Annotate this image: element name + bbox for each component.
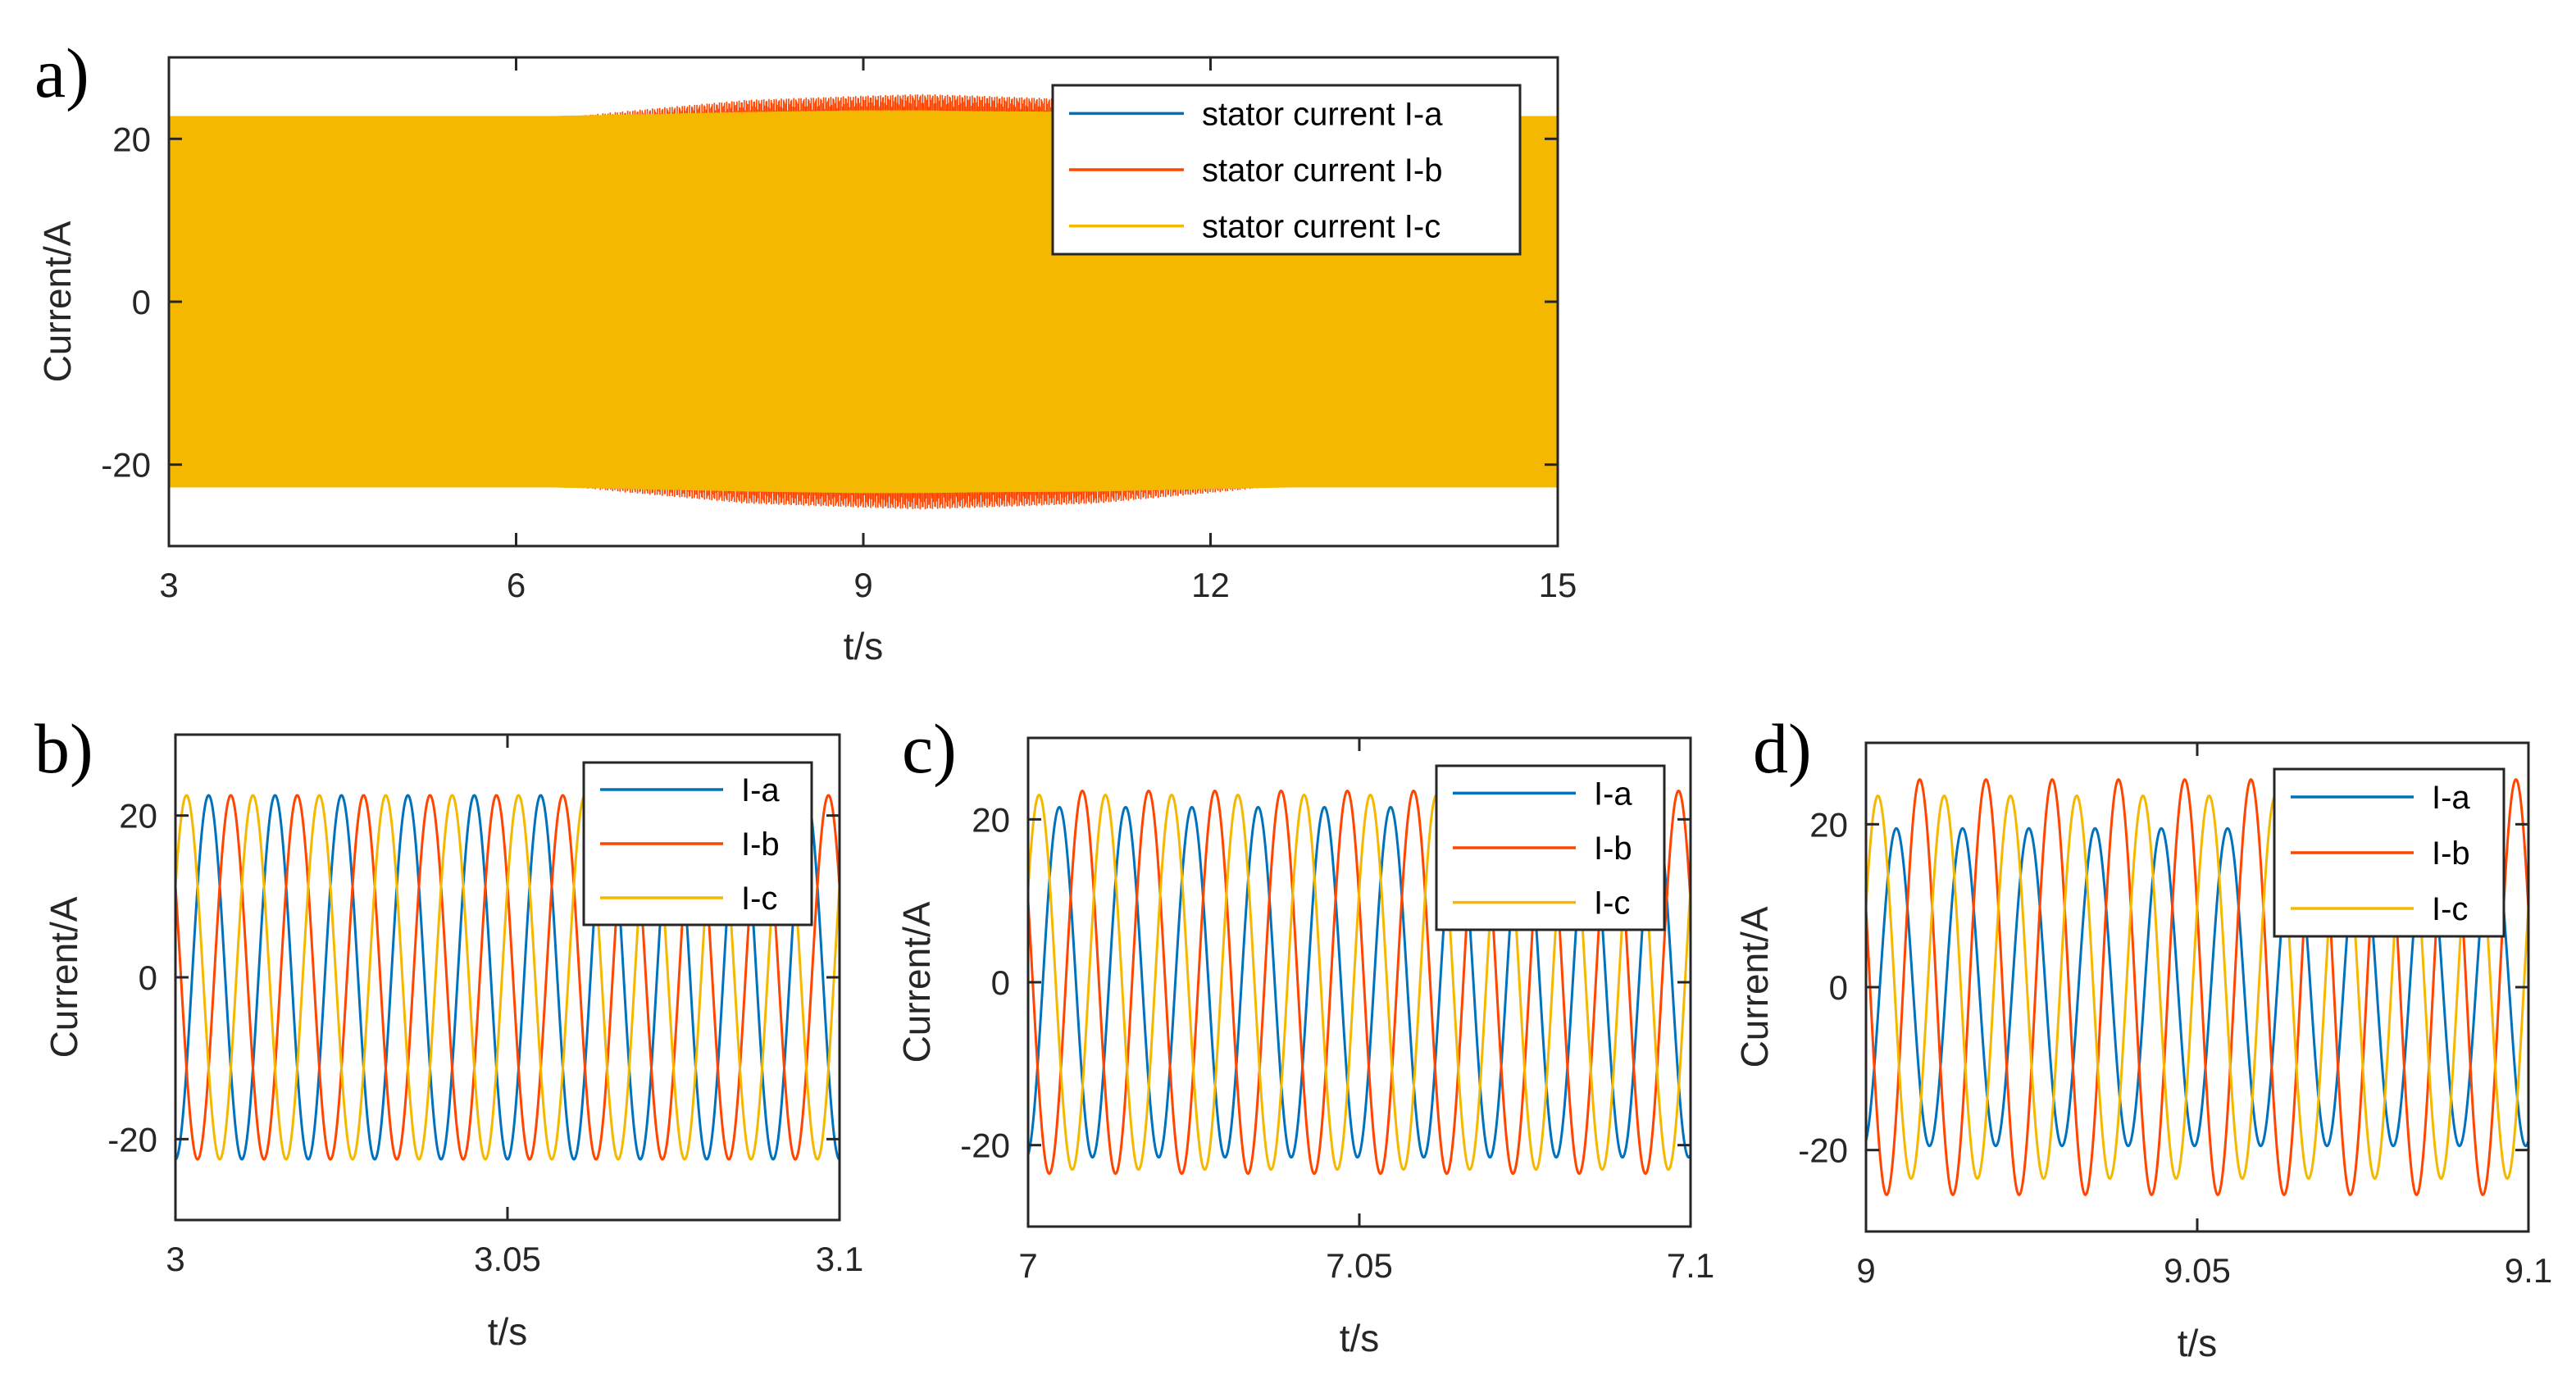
x-tick-label: 3.05 [474, 1240, 541, 1278]
panel-label-b: b) [34, 709, 93, 788]
legend: stator current I-a stator current I-b stat… [1051, 84, 1522, 256]
legend-entry: I-c [2432, 891, 2468, 927]
x-tick-label: 3 [159, 566, 178, 604]
charts-layer: 3 6 9 12 15 20 0 -20 t/s Current/A stator current … [36, 56, 2552, 1364]
x-tick-label: 12 [1191, 566, 1230, 604]
x-tick-label: 6 [507, 566, 526, 604]
y-tick-label: -20 [960, 1127, 1010, 1165]
legend-entry: I-a [2432, 780, 2470, 816]
legend: I-a I-b I-c [2273, 767, 2505, 938]
y-axis-label: Current/A [36, 221, 79, 382]
x-axis-label: t/s [844, 625, 884, 667]
x-tick-label: 15 [1539, 566, 1577, 604]
y-tick-label: 0 [1829, 968, 1848, 1007]
x-tick-label: 7.05 [1326, 1246, 1393, 1285]
y-tick-label: 0 [991, 963, 1010, 1002]
x-tick-label: 9.05 [2164, 1251, 2231, 1290]
y-tick-label: 0 [132, 283, 151, 321]
legend-entry: I-b [741, 826, 780, 863]
legend-entry: stator current I-a [1202, 96, 1443, 132]
legend-entry: stator current I-b [1202, 153, 1442, 189]
y-axis-label: Current/A [895, 901, 938, 1063]
legend-entry: I-a [1594, 776, 1632, 812]
legend-entry: I-b [2432, 835, 2470, 872]
y-tick-label: -20 [1798, 1131, 1848, 1170]
legend-entry: I-c [741, 881, 777, 917]
x-tick-label: 9 [853, 566, 872, 604]
chart-b: 3 3.05 3.1 20 0 -20 t/s Current/A I-a I-b I-c [43, 733, 863, 1353]
y-tick-label: -20 [101, 446, 151, 485]
chart-c: 7 7.05 7.1 20 0 -20 t/s Current/A I-a I-b I-c [895, 736, 1714, 1359]
panel-label-d: d) [1753, 709, 1812, 788]
panel-label-c: c) [902, 709, 957, 788]
legend-entry: I-c [1594, 885, 1630, 922]
y-tick-label: 20 [972, 800, 1010, 839]
x-tick-label: 3.1 [816, 1240, 863, 1278]
legend: I-a I-b I-c [1435, 764, 1666, 931]
legend-entry: I-b [1594, 831, 1632, 867]
x-axis-label: t/s [2178, 1322, 2218, 1364]
panel-label-a: a) [34, 34, 89, 112]
legend-entry: stator current I-c [1202, 209, 1440, 245]
legend-entry: I-a [741, 772, 780, 808]
x-tick-label: 9.1 [2505, 1251, 2552, 1290]
y-tick-label: 0 [139, 958, 157, 997]
y-tick-label: 20 [119, 797, 157, 835]
y-tick-label: 20 [112, 120, 151, 158]
x-tick-label: 9 [1856, 1251, 1875, 1290]
y-tick-label: -20 [107, 1120, 157, 1159]
y-axis-label: Current/A [43, 896, 85, 1058]
y-axis-label: Current/A [1733, 906, 1776, 1068]
x-tick-label: 3 [166, 1240, 184, 1278]
y-tick-label: 20 [1809, 805, 1848, 844]
legend: I-a I-b I-c [582, 761, 813, 926]
x-tick-label: 7 [1018, 1246, 1037, 1285]
chart-a: 3 6 9 12 15 20 0 -20 t/s Current/A stator current … [36, 56, 1577, 667]
x-axis-label: t/s [1340, 1317, 1380, 1359]
x-tick-label: 7.1 [1667, 1246, 1714, 1285]
chart-d: 9 9.05 9.1 20 0 -20 t/s Current/A I-a I-b I-c [1733, 741, 2552, 1364]
x-axis-label: t/s [488, 1310, 528, 1353]
